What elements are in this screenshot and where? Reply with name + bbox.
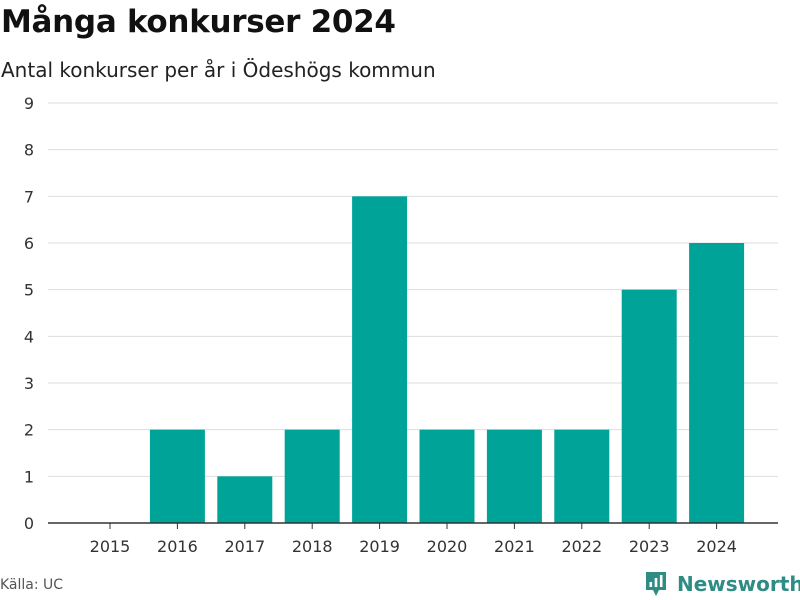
x-tick-label: 2020 bbox=[427, 537, 468, 556]
x-tick-label: 2023 bbox=[629, 537, 670, 556]
brand-logo: Newsworthy bbox=[644, 568, 800, 600]
newsworthy-logo-icon bbox=[646, 572, 666, 596]
x-tick-label: 2016 bbox=[157, 537, 198, 556]
x-tick-label: 2022 bbox=[561, 537, 602, 556]
brand-name: Newsworthy bbox=[677, 572, 800, 596]
y-axis-tick-labels: 0 1 2 3 4 5 6 7 8 9 bbox=[24, 94, 34, 533]
y-tick-label: 5 bbox=[24, 281, 34, 300]
y-tick-label: 8 bbox=[24, 141, 34, 160]
y-tick-label: 4 bbox=[24, 327, 34, 346]
bar-2021 bbox=[486, 429, 542, 523]
y-tick-label: 0 bbox=[24, 514, 34, 533]
bar-2020 bbox=[419, 429, 475, 523]
y-tick-label: 9 bbox=[24, 94, 34, 113]
x-tick-label: 2017 bbox=[224, 537, 265, 556]
bar-2017 bbox=[217, 476, 273, 523]
x-tick-label: 2019 bbox=[359, 537, 400, 556]
bar-2019 bbox=[352, 196, 408, 524]
x-tick-label: 2015 bbox=[90, 537, 131, 556]
bar-2018 bbox=[284, 429, 340, 523]
bar-2024 bbox=[689, 243, 745, 523]
bar-2022 bbox=[554, 429, 610, 523]
y-tick-label: 7 bbox=[24, 187, 34, 206]
x-tick-label: 2024 bbox=[696, 537, 737, 556]
bar-2023 bbox=[621, 289, 677, 523]
y-tick-label: 1 bbox=[24, 467, 34, 486]
y-tick-label: 2 bbox=[24, 421, 34, 440]
x-axis bbox=[48, 522, 778, 529]
y-tick-label: 6 bbox=[24, 234, 34, 253]
source-note: Källa: UC bbox=[0, 577, 64, 593]
bars bbox=[149, 196, 745, 524]
chart-subtitle: Antal konkurser per år i Ödeshögs kommun bbox=[1, 58, 436, 82]
y-tick-label: 3 bbox=[24, 374, 34, 393]
x-axis-tick-labels: 2015 2016 2017 2018 2019 2020 2021 2022 2023 2024 bbox=[90, 537, 737, 556]
x-tick-label: 2021 bbox=[494, 537, 535, 556]
chart-title: Många konkurser 2024 bbox=[1, 4, 396, 40]
bar-2016 bbox=[149, 429, 205, 523]
x-tick-label: 2018 bbox=[292, 537, 333, 556]
